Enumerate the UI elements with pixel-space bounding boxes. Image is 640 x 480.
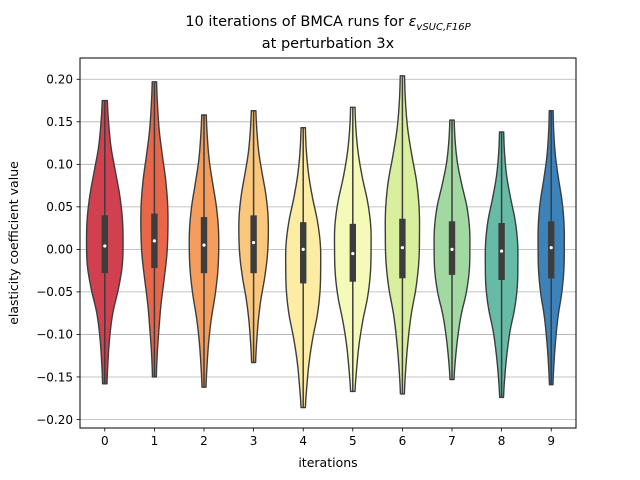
x-axis: 0 1 2 3 4 5 6 7 8 9 <box>101 428 555 448</box>
x-tick-label: 5 <box>349 434 357 448</box>
title-main: 10 iterations of BMCA runs for <box>185 14 408 30</box>
violin-8 <box>484 131 519 399</box>
y-tick-label: 0.20 <box>46 73 73 87</box>
title-subscript: vSUC,F16P <box>416 22 471 33</box>
violin-5 <box>333 106 372 393</box>
x-tick-label: 3 <box>250 434 258 448</box>
x-axis-label: iterations <box>298 455 357 470</box>
violin-median-dot <box>450 247 454 251</box>
x-tick-label: 6 <box>399 434 407 448</box>
violin-median-dot <box>351 252 355 256</box>
violin-median-dot <box>500 249 504 253</box>
violin-iqr-box <box>548 221 555 279</box>
x-tick-label: 2 <box>200 434 208 448</box>
violin-median-dot <box>400 246 404 250</box>
y-tick-label: −0.05 <box>36 285 73 299</box>
violin-median-dot <box>301 247 305 251</box>
violin-layer <box>85 75 566 409</box>
violin-median-dot <box>202 243 206 247</box>
chart-title-line1: 10 iterations of BMCA runs for εvSUC,F16… <box>185 14 471 33</box>
violin-median-dot <box>152 239 156 243</box>
violin-9 <box>537 110 566 386</box>
violin-median-dot <box>103 244 107 248</box>
title-epsilon: ε <box>409 14 417 30</box>
y-axis-label: elasticity coefficient value <box>6 161 21 325</box>
violin-median-dot <box>549 246 553 250</box>
y-tick-label: 0.10 <box>46 158 73 172</box>
violin-iqr-box <box>250 215 257 274</box>
violin-median-dot <box>252 240 256 245</box>
violin-0 <box>85 99 124 385</box>
x-tick-label: 1 <box>151 434 159 448</box>
y-tick-label: 0.05 <box>46 200 73 214</box>
x-tick-label: 9 <box>547 434 555 448</box>
chart-title-line2: at perturbation 3x <box>262 36 395 52</box>
violin-1 <box>140 81 169 378</box>
violin-2 <box>188 114 220 388</box>
plot-frame <box>79 57 577 429</box>
y-tick-label: −0.20 <box>36 413 73 427</box>
x-tick-label: 0 <box>101 434 109 448</box>
violin-iqr-box <box>101 215 108 274</box>
violin-7 <box>433 119 471 381</box>
violin-iqr-box <box>300 222 307 284</box>
y-tick-label: −0.10 <box>36 328 73 342</box>
violin-6 <box>384 75 421 395</box>
violin-4 <box>284 127 322 409</box>
x-tick-label: 7 <box>448 434 456 448</box>
x-tick-label: 8 <box>498 434 506 448</box>
violin-3 <box>238 110 270 364</box>
y-tick-label: −0.15 <box>36 370 73 384</box>
y-tick-label: 0.15 <box>46 115 73 129</box>
x-tick-label: 4 <box>299 434 307 448</box>
y-tick-label: 0.00 <box>46 243 73 257</box>
y-axis: 0.20 0.15 0.10 0.05 0.00 −0.05 −0.10 −0.15 −0.20 <box>36 73 80 427</box>
